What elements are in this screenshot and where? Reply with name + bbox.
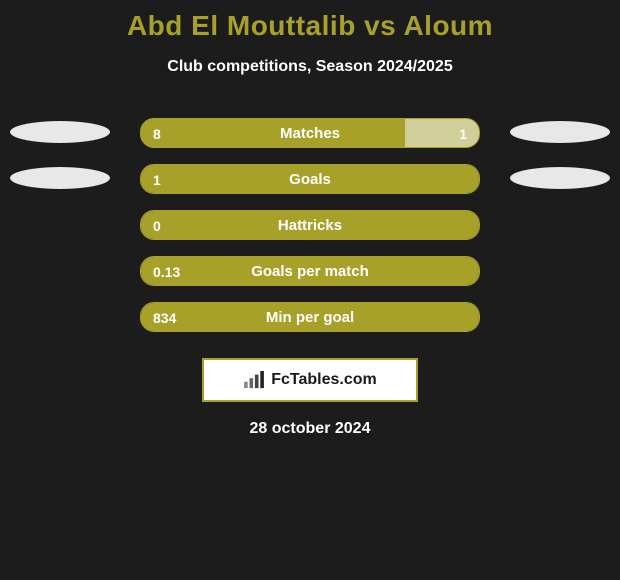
stat-bar: 1Goals	[140, 164, 480, 194]
stat-bar: 834Min per goal	[140, 302, 480, 332]
stat-row: 81Matches	[0, 118, 620, 164]
bar-fill-right	[405, 119, 479, 147]
bar-fill-left	[141, 165, 479, 193]
bar-fill-left	[141, 303, 479, 331]
stat-bar: 81Matches	[140, 118, 480, 148]
player-marker-left	[10, 167, 110, 189]
player-marker-left	[10, 121, 110, 143]
stat-value-right: 1	[459, 119, 467, 148]
date-text: 28 october 2024	[0, 420, 620, 438]
logo-text: FcTables.com	[271, 371, 377, 389]
stat-value-left: 834	[153, 303, 176, 332]
comparison-infographic: Abd El Mouttalib vs Aloum Club competiti…	[0, 0, 620, 580]
subtitle: Club competitions, Season 2024/2025	[0, 58, 620, 76]
bar-chart-icon	[243, 371, 265, 389]
stat-value-left: 0.13	[153, 257, 180, 286]
bar-fill-left	[141, 257, 479, 285]
player-marker-right	[510, 167, 610, 189]
logo-box: FcTables.com	[202, 358, 418, 402]
stat-row: 0.13Goals per match	[0, 256, 620, 302]
player-marker-right	[510, 121, 610, 143]
stat-value-left: 8	[153, 119, 161, 148]
page-title: Abd El Mouttalib vs Aloum	[0, 0, 620, 42]
bar-fill-left	[141, 119, 405, 147]
stat-row: 1Goals	[0, 164, 620, 210]
stat-bar: 0Hattricks	[140, 210, 480, 240]
stat-value-left: 0	[153, 211, 161, 240]
bar-fill-left	[141, 211, 479, 239]
stat-bar: 0.13Goals per match	[140, 256, 480, 286]
stat-row: 834Min per goal	[0, 302, 620, 348]
stat-row: 0Hattricks	[0, 210, 620, 256]
stat-rows: 81Matches1Goals0Hattricks0.13Goals per m…	[0, 118, 620, 348]
stat-value-left: 1	[153, 165, 161, 194]
